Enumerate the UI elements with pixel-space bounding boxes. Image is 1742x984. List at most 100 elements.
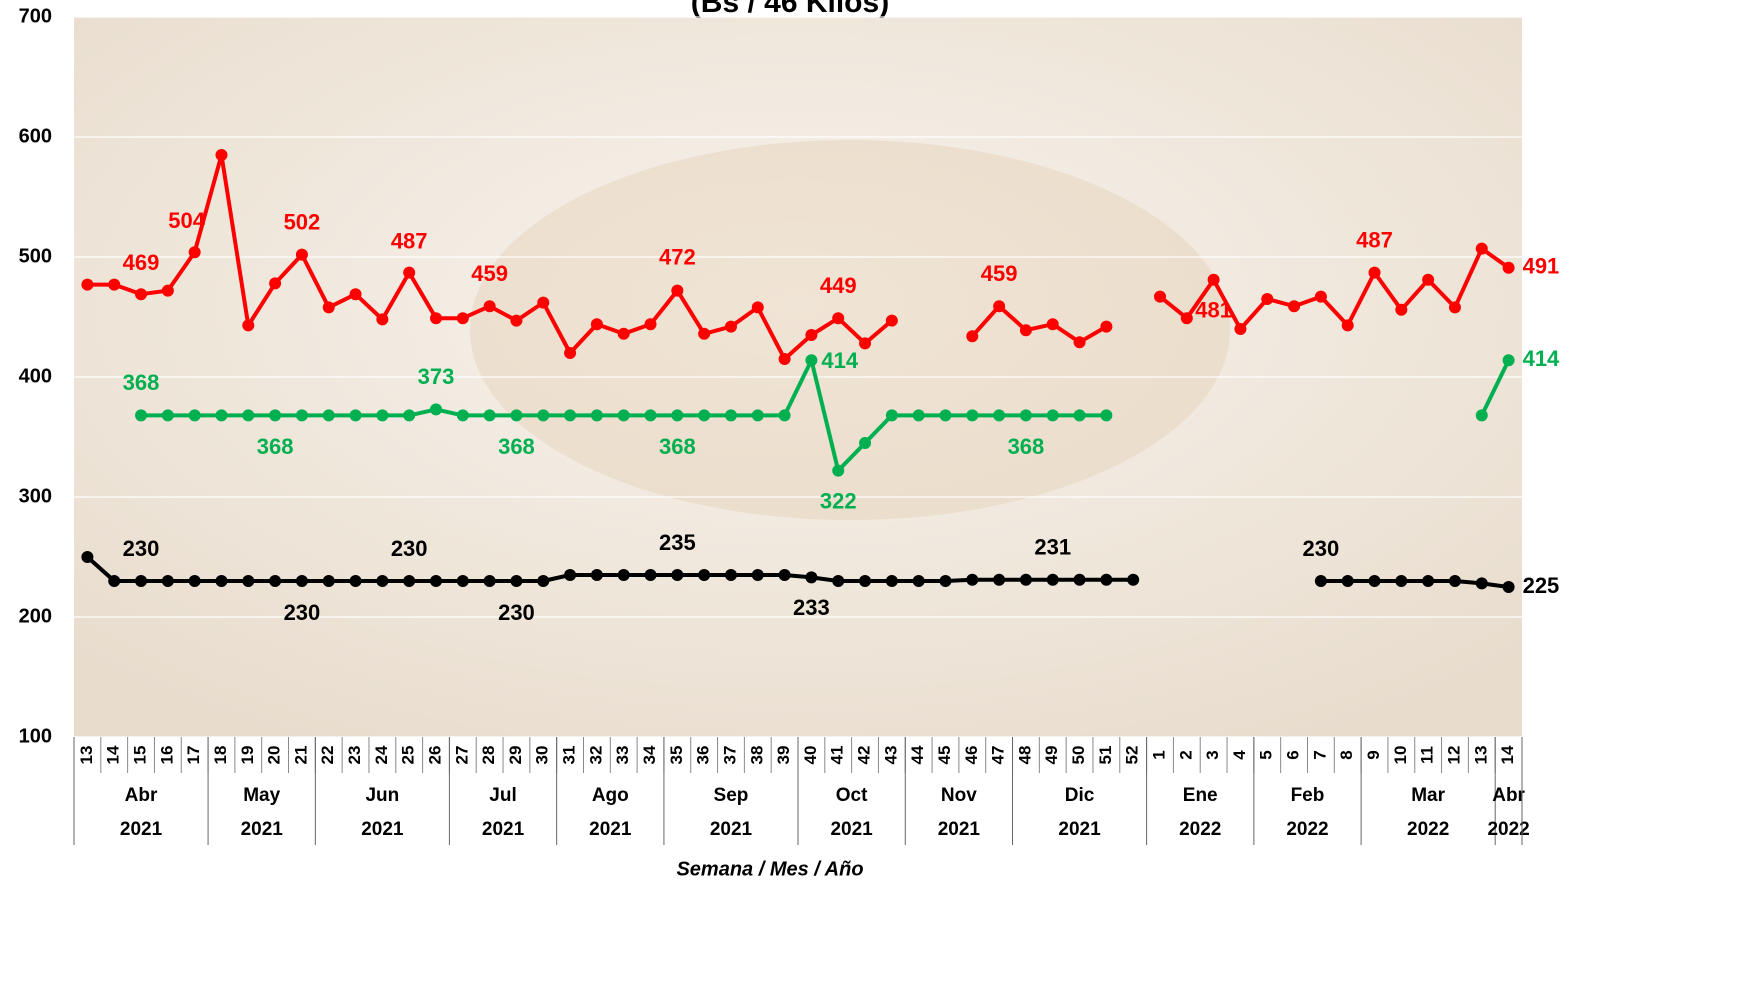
data-point bbox=[1074, 336, 1086, 348]
x-tick-label: 19 bbox=[238, 746, 257, 765]
data-point bbox=[805, 329, 817, 341]
data-point bbox=[1342, 575, 1354, 587]
x-tick-label: 11 bbox=[1418, 746, 1437, 764]
data-point bbox=[913, 575, 925, 587]
data-point bbox=[993, 409, 1005, 421]
y-tick-label: 200 bbox=[19, 605, 52, 627]
data-point bbox=[215, 149, 227, 161]
data-point bbox=[189, 246, 201, 258]
data-label: 230 bbox=[123, 536, 160, 561]
data-point bbox=[1047, 409, 1059, 421]
data-point bbox=[1476, 409, 1488, 421]
data-point bbox=[1100, 409, 1112, 421]
data-label: 230 bbox=[1303, 536, 1340, 561]
data-point bbox=[1234, 323, 1246, 335]
data-point bbox=[886, 575, 898, 587]
year-label: 2022 bbox=[1179, 819, 1221, 840]
data-point bbox=[350, 575, 362, 587]
x-tick-label: 45 bbox=[935, 746, 954, 765]
year-label: 2021 bbox=[120, 819, 163, 840]
x-tick-label: 12 bbox=[1444, 746, 1463, 765]
data-point bbox=[1154, 291, 1166, 303]
data-label: 414 bbox=[821, 348, 858, 373]
data-point bbox=[484, 409, 496, 421]
year-label: 2021 bbox=[241, 819, 284, 840]
y-tick-label: 400 bbox=[19, 365, 52, 387]
data-label: 487 bbox=[391, 228, 428, 253]
data-point bbox=[698, 328, 710, 340]
x-tick-label: 6 bbox=[1284, 750, 1303, 759]
data-label: 225 bbox=[1523, 573, 1560, 598]
x-tick-label: 14 bbox=[104, 745, 123, 764]
data-point bbox=[1208, 274, 1220, 286]
data-point bbox=[618, 409, 630, 421]
data-point bbox=[1181, 312, 1193, 324]
year-label: 2021 bbox=[830, 819, 873, 840]
data-point bbox=[832, 312, 844, 324]
data-point bbox=[725, 409, 737, 421]
data-point bbox=[537, 297, 549, 309]
data-label: 472 bbox=[659, 244, 696, 269]
data-point bbox=[1047, 574, 1059, 586]
data-point bbox=[752, 569, 764, 581]
x-tick-label: 47 bbox=[989, 746, 1008, 765]
year-label: 2022 bbox=[1407, 819, 1449, 840]
x-tick-label: 30 bbox=[533, 746, 552, 765]
data-point bbox=[135, 575, 147, 587]
month-label: Oct bbox=[836, 785, 868, 806]
data-point bbox=[725, 321, 737, 333]
x-tick-label: 46 bbox=[962, 746, 981, 765]
data-point bbox=[939, 409, 951, 421]
chart-title: (Bs / 46 Kilos) bbox=[691, 0, 889, 19]
data-point bbox=[671, 409, 683, 421]
x-tick-label: 28 bbox=[479, 746, 498, 765]
data-label: 368 bbox=[257, 434, 294, 459]
x-tick-label: 49 bbox=[1042, 746, 1061, 765]
y-tick-label: 100 bbox=[19, 725, 52, 747]
x-tick-label: 14 bbox=[1498, 745, 1517, 764]
data-point bbox=[859, 437, 871, 449]
data-point bbox=[1127, 574, 1139, 586]
data-point bbox=[269, 277, 281, 289]
data-point bbox=[671, 569, 683, 581]
x-tick-label: 36 bbox=[694, 746, 713, 765]
x-tick-label: 17 bbox=[184, 746, 203, 765]
data-label: 230 bbox=[391, 536, 428, 561]
x-tick-label: 3 bbox=[1203, 750, 1222, 759]
data-point bbox=[296, 575, 308, 587]
data-point bbox=[1342, 319, 1354, 331]
data-point bbox=[1100, 321, 1112, 333]
data-point bbox=[269, 575, 281, 587]
month-label: Abr bbox=[125, 785, 158, 806]
data-point bbox=[993, 574, 1005, 586]
data-point bbox=[698, 569, 710, 581]
data-point bbox=[296, 409, 308, 421]
x-tick-label: 52 bbox=[1123, 746, 1142, 765]
data-point bbox=[1074, 409, 1086, 421]
chart: (Bs / 46 Kilos) Semana / Mes / Año 10020… bbox=[0, 0, 1742, 979]
data-point bbox=[108, 575, 120, 587]
data-point bbox=[725, 569, 737, 581]
year-label: 2021 bbox=[589, 819, 632, 840]
x-tick-label: 13 bbox=[1471, 746, 1490, 765]
x-tick-label: 18 bbox=[211, 746, 230, 765]
x-tick-label: 16 bbox=[157, 746, 176, 765]
month-label: Nov bbox=[941, 785, 977, 806]
data-point bbox=[618, 328, 630, 340]
data-label: 459 bbox=[981, 261, 1018, 286]
data-point bbox=[189, 409, 201, 421]
data-label: 373 bbox=[418, 364, 455, 389]
x-tick-label: 29 bbox=[506, 746, 525, 765]
data-point bbox=[966, 409, 978, 421]
data-point bbox=[81, 279, 93, 291]
data-point bbox=[430, 403, 442, 415]
data-label: 449 bbox=[820, 273, 857, 298]
data-label: 502 bbox=[284, 209, 321, 234]
month-label: Sep bbox=[714, 785, 749, 806]
data-point bbox=[1476, 243, 1488, 255]
x-tick-label: 27 bbox=[452, 746, 471, 765]
x-tick-label: 35 bbox=[667, 746, 686, 765]
data-point bbox=[242, 319, 254, 331]
data-point bbox=[1449, 301, 1461, 313]
x-tick-label: 38 bbox=[747, 746, 766, 765]
